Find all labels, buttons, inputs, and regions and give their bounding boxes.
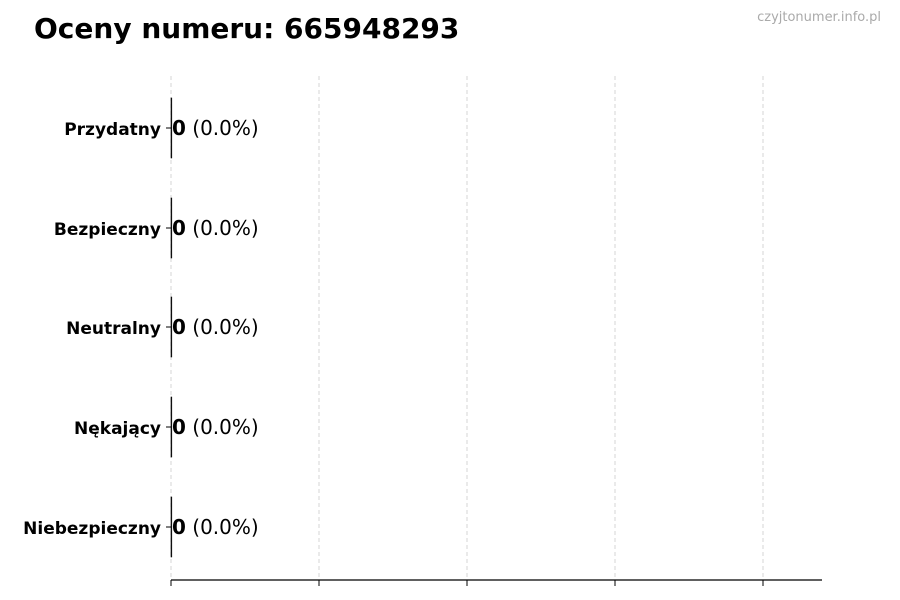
data-label: 0 (0.0%) (172, 116, 259, 140)
y-tick-label: Nękający (74, 419, 161, 439)
y-tick-label: Bezpieczny (54, 220, 161, 240)
data-label: 0 (0.0%) (172, 515, 259, 539)
data-label: 0 (0.0%) (172, 415, 259, 439)
data-label-percent: (0.0%) (186, 216, 259, 240)
data-label-percent: (0.0%) (186, 315, 259, 339)
data-label-count: 0 (172, 315, 186, 339)
data-label-count: 0 (172, 216, 186, 240)
data-label-count: 0 (172, 415, 186, 439)
data-label-percent: (0.0%) (186, 116, 259, 140)
data-label: 0 (0.0%) (172, 315, 259, 339)
chart-title: Oceny numeru: 665948293 (34, 12, 460, 45)
data-label: 0 (0.0%) (172, 216, 259, 240)
data-label-percent: (0.0%) (186, 515, 259, 539)
data-label-count: 0 (172, 515, 186, 539)
y-tick-label: Niebezpieczny (23, 519, 161, 539)
data-label-count: 0 (172, 116, 186, 140)
y-tick-label: Neutralny (66, 319, 161, 339)
data-label-percent: (0.0%) (186, 415, 259, 439)
watermark: czyjtonumer.info.pl (757, 10, 881, 25)
y-tick-label: Przydatny (64, 120, 161, 140)
